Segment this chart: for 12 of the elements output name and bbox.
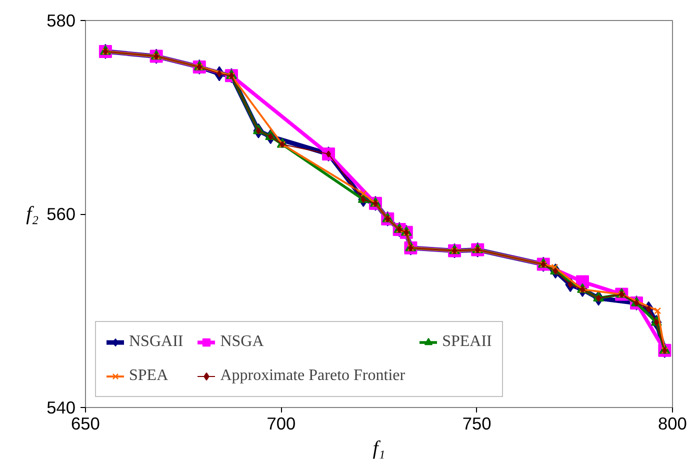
legend-label: NSGA: [220, 333, 264, 351]
y-tick-label: 580: [46, 10, 76, 30]
x-axis-title: f₁: [372, 438, 386, 460]
y-axis-title: f₂: [26, 203, 39, 225]
legend-label: SPEAII: [442, 333, 492, 351]
y-tick-label: 560: [46, 204, 76, 224]
legend-label: SPEA: [129, 367, 168, 385]
x-tick-label: 800: [658, 414, 687, 434]
legend-label: Approximate Pareto Frontier: [220, 367, 406, 385]
x-tick-label: 700: [266, 414, 296, 434]
x-tick-label: 750: [462, 414, 492, 434]
legend-label: NSGAII: [129, 333, 184, 351]
